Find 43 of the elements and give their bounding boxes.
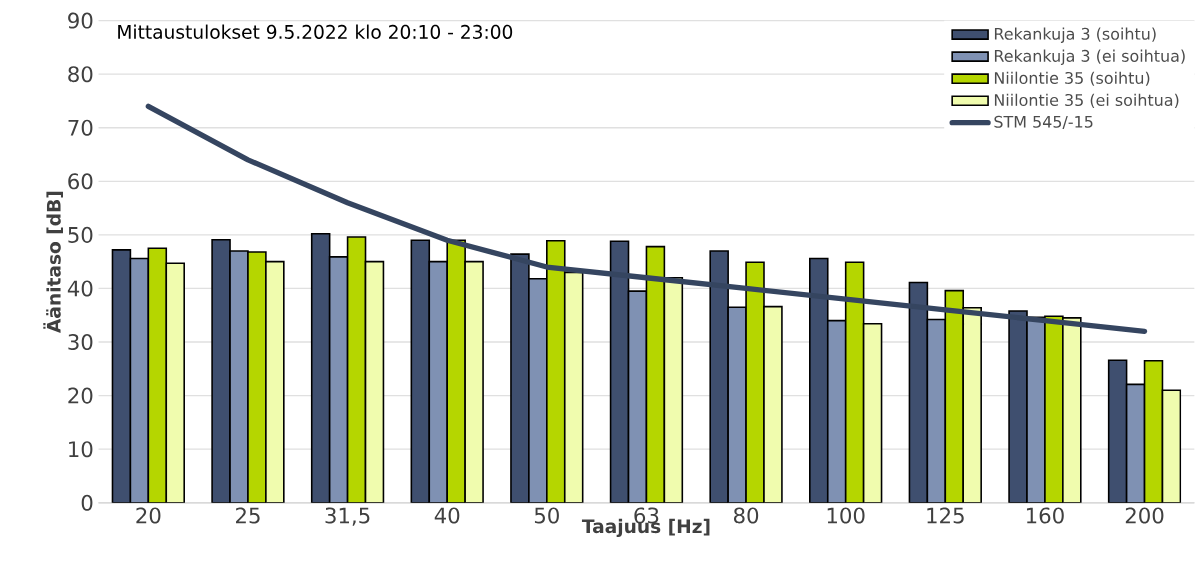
x-tick-label: 31,5	[325, 507, 370, 526]
bar	[627, 290, 648, 503]
bar	[1125, 383, 1146, 503]
bar	[609, 240, 630, 503]
y-tick-label: 60	[68, 173, 93, 190]
bar	[129, 257, 150, 503]
legend-label: STM 545/-15	[994, 115, 1093, 130]
bar	[111, 249, 132, 503]
bar	[346, 236, 367, 503]
y-tick-label: 10	[69, 441, 93, 458]
y-tick-label: 50	[68, 226, 93, 243]
y-tick-label: 70	[68, 119, 93, 136]
y-tick-label: 0	[81, 494, 93, 511]
bar	[862, 323, 883, 503]
x-tick-label: 50	[534, 507, 559, 524]
y-tick-label: 30	[68, 334, 93, 351]
x-tick-label: 40	[434, 507, 460, 524]
bar	[908, 281, 929, 503]
x-tick-label: 200	[1125, 507, 1164, 524]
x-tick-label: 20	[136, 507, 161, 524]
x-tick-label: 100	[827, 507, 865, 524]
legend-label: Rekankuja 3 (soihtu)	[994, 27, 1156, 43]
x-tick-label: 80	[733, 507, 759, 524]
bar	[645, 245, 666, 503]
bar	[844, 261, 865, 503]
x-tick-label: 160	[1026, 507, 1064, 524]
bar	[1161, 389, 1182, 503]
y-tick-label: 40	[67, 280, 93, 297]
x-tick-label: 125	[927, 507, 964, 524]
bar	[1143, 360, 1164, 503]
legend-label: Niilontie 35 (ei soihtua)	[994, 93, 1179, 109]
chart-title: Mittaustulokset 9.5.2022 klo 20:10 - 23:00	[118, 24, 513, 40]
bar	[364, 260, 385, 503]
bar	[926, 318, 947, 503]
legend-label: Niilontie 35 (soihtu)	[994, 71, 1150, 86]
bar	[328, 256, 349, 503]
bar	[1107, 359, 1128, 503]
x-tick-label: 25	[236, 507, 260, 524]
y-tick-label: 90	[68, 12, 93, 29]
y-axis-title: Äänitaso [dB]	[43, 191, 63, 334]
y-tick-label: 20	[68, 387, 93, 404]
legend-label: Rekankuja 3 (ei soihtua)	[994, 49, 1185, 66]
y-tick-label: 80	[68, 66, 93, 83]
